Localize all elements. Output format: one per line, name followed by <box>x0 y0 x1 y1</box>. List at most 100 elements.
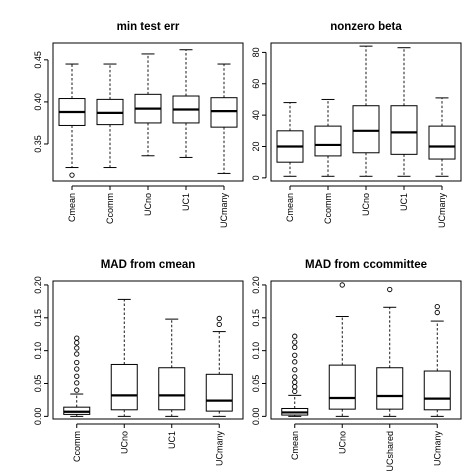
outlier-point <box>387 286 393 293</box>
y-tick-label: 0.00 <box>33 408 43 426</box>
box-iqr <box>158 367 186 411</box>
plot-frame <box>270 42 462 182</box>
panel-title: MAD from cmean <box>101 259 196 271</box>
outlier-point <box>74 380 80 386</box>
outlier-point <box>74 366 80 372</box>
plot-frame <box>52 42 244 182</box>
outlier-point <box>292 374 298 380</box>
box-iqr <box>314 125 342 157</box>
box-Ccomm <box>314 98 342 177</box>
box-Cmean <box>281 333 309 417</box>
y-tick-label: 0.05 <box>251 375 261 393</box>
x-tick-label: UCmany <box>432 431 442 467</box>
y-tick-label: 0.40 <box>33 93 43 111</box>
box-UCno <box>110 298 138 417</box>
box-iqr <box>352 105 380 154</box>
box-iqr <box>328 364 356 410</box>
panel-mad-from-cmean: MAD from cmean 0.00 0.05 0.10 0.15 0.20 Ccomm… <box>33 259 244 467</box>
box-UC1 <box>390 47 418 177</box>
x-tick-label: UCmany <box>437 193 447 229</box>
x-tick-label: Ccomm <box>323 193 333 224</box>
outlier-point <box>74 387 80 393</box>
outlier-point <box>292 367 298 373</box>
x-tick-label: UCno <box>361 193 371 216</box>
y-tick-label: 0.35 <box>33 135 43 153</box>
x-tick-label: UCmany <box>219 193 229 229</box>
outlier-point <box>74 373 80 379</box>
outlier-point <box>69 172 75 178</box>
outlier-point <box>216 321 222 328</box>
outlier-point <box>74 359 80 366</box>
y-tick-label: 0.15 <box>33 309 43 327</box>
box-iqr <box>205 373 233 412</box>
box-UC1 <box>158 318 186 417</box>
plot-frame <box>270 280 462 420</box>
outlier-point <box>434 309 440 316</box>
outlier-point <box>292 352 298 358</box>
y-tick-label: 0 <box>251 175 261 180</box>
box-iqr <box>428 125 456 160</box>
box-Cmean <box>58 63 86 178</box>
x-tick-label: UC1 <box>399 193 409 211</box>
box-iqr <box>210 97 238 128</box>
x-tick-label: Cmean <box>67 193 77 222</box>
outlier-point <box>292 339 298 345</box>
box-UCmany <box>205 315 233 417</box>
x-tick-label: UCno <box>337 431 347 454</box>
y-tick-label: 0.15 <box>251 309 261 327</box>
box-iqr <box>390 105 418 155</box>
y-tick-label: 0.00 <box>251 408 261 426</box>
outlier-point <box>339 282 345 288</box>
box-UCno <box>328 282 356 417</box>
y-tick-label: 20 <box>251 141 261 151</box>
box-UC1 <box>172 49 200 158</box>
x-tick-label: UCmany <box>214 431 224 467</box>
y-tick-label: 60 <box>251 79 261 89</box>
box-Cmean <box>276 102 304 177</box>
outlier-point <box>292 333 298 339</box>
y-tick-label: 0.20 <box>33 276 43 294</box>
x-tick-label: UCshared <box>385 431 395 472</box>
x-tick-label: UCno <box>119 431 129 454</box>
box-UCno <box>352 45 380 177</box>
x-tick-label: Ccomm <box>72 431 82 462</box>
panel-nonzero-beta: nonzero beta 0 20 40 60 80 Cmean Ccomm UCno UC1 U… <box>251 21 462 229</box>
box-UCmany <box>210 63 238 174</box>
box-Ccomm <box>96 63 124 169</box>
panel-title: min test err <box>117 21 180 33</box>
outlier-point <box>74 340 80 346</box>
y-tick-label: 40 <box>251 110 261 120</box>
outlier-point <box>74 351 80 357</box>
outlier-point <box>216 315 222 322</box>
box-iqr <box>110 363 138 411</box>
outlier-point <box>292 359 298 365</box>
outlier-point <box>292 379 298 385</box>
box-UCmany <box>423 303 451 417</box>
x-tick-label: UC1 <box>167 431 177 449</box>
plot-frame <box>52 280 244 420</box>
panel-mad-from-ccommittee: MAD from ccommittee 0.00 0.05 0.10 0.15 0.20… <box>251 259 462 472</box>
outlier-point <box>74 345 80 351</box>
y-tick-label: 0.45 <box>33 51 43 69</box>
box-UCmany <box>428 97 456 177</box>
outlier-point <box>292 384 298 390</box>
y-tick-label: 80 <box>251 47 261 57</box>
outlier-point <box>434 303 440 310</box>
x-tick-label: UC1 <box>181 193 191 211</box>
panel-title: nonzero beta <box>330 21 402 33</box>
outlier-point <box>74 335 80 341</box>
y-tick-label: 0.20 <box>251 276 261 294</box>
box-UCshared <box>376 286 404 417</box>
outlier-point <box>292 388 298 395</box>
outlier-point <box>292 344 298 351</box>
y-tick-label: 0.10 <box>251 342 261 360</box>
x-tick-label: Cmean <box>285 193 295 222</box>
y-tick-label: 0.05 <box>33 375 43 393</box>
y-tick-label: 0.10 <box>33 342 43 360</box>
x-tick-label: UCno <box>143 193 153 216</box>
box-UCno <box>134 53 162 157</box>
panel-title: MAD from ccommittee <box>305 259 427 271</box>
x-tick-label: Cmean <box>290 431 300 460</box>
panel-min-test-err: min test err 0.35 0.40 0.45 Cmean Ccomm UCno U… <box>33 21 244 229</box>
